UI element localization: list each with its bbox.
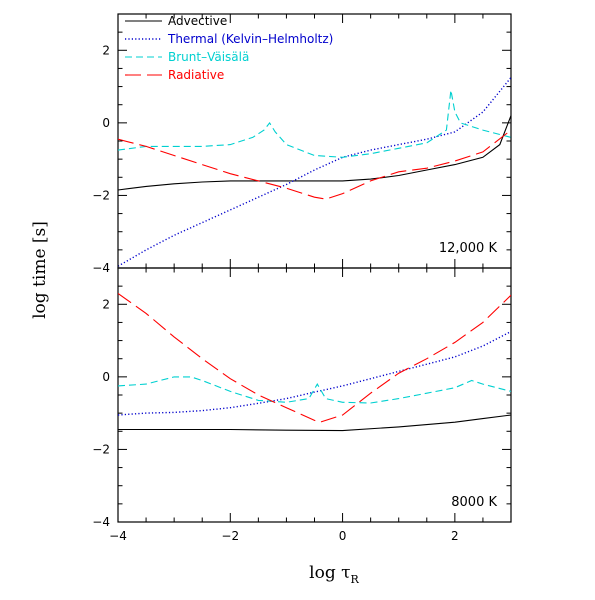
x-tick-label: 0 — [339, 529, 347, 543]
series-line-2-1 — [118, 414, 511, 432]
y-tick-label: −2 — [92, 442, 110, 456]
y-tick-label: −4 — [92, 515, 110, 529]
y-axis-label: log time [s] — [30, 221, 50, 319]
x-axis-label: log τR — [309, 563, 359, 586]
series-line-1-4 — [118, 129, 511, 200]
y-tick-label: 0 — [102, 116, 110, 130]
x-tick-label: −4 — [109, 529, 127, 543]
series-line-2-3 — [118, 376, 511, 404]
curves-layer — [118, 77, 511, 432]
y-tick-label: −2 — [92, 188, 110, 202]
panel-2-frame — [117, 267, 512, 523]
x-tick-label: −2 — [221, 529, 239, 543]
labels-layer: log time [s] log τR — [30, 221, 360, 586]
x-axis-label-subscript: R — [351, 573, 360, 586]
x-tick-label: 2 — [451, 529, 459, 543]
x-axis-label-main: log τ — [309, 563, 350, 583]
ticks-layer: −4 −2 0 2 12,000 K −4 −2 0 2 8000 K −4 −2 0 2 — [92, 13, 512, 543]
legend-label: Radiative — [168, 68, 224, 82]
series-line-1-2 — [118, 77, 511, 267]
series-line-2-4 — [118, 292, 511, 423]
legend-label: Brunt–Väisälä — [168, 50, 249, 64]
series-line-1-3 — [118, 90, 511, 158]
panel-2-label: 8000 K — [451, 495, 497, 510]
series-line-1-1 — [118, 115, 511, 191]
y-tick-label: 0 — [102, 370, 110, 384]
y-tick-label: −4 — [92, 261, 110, 275]
legend: Advective Thermal (Kelvin–Helmholtz) Brunt… — [125, 14, 333, 82]
y-tick-label: 2 — [102, 43, 110, 57]
series-line-2-2 — [118, 330, 511, 416]
legend-label: Advective — [168, 14, 227, 28]
panel-1-label: 12,000 K — [439, 241, 498, 256]
y-tick-label: 2 — [102, 297, 110, 311]
legend-label: Thermal (Kelvin–Helmholtz) — [167, 32, 333, 46]
